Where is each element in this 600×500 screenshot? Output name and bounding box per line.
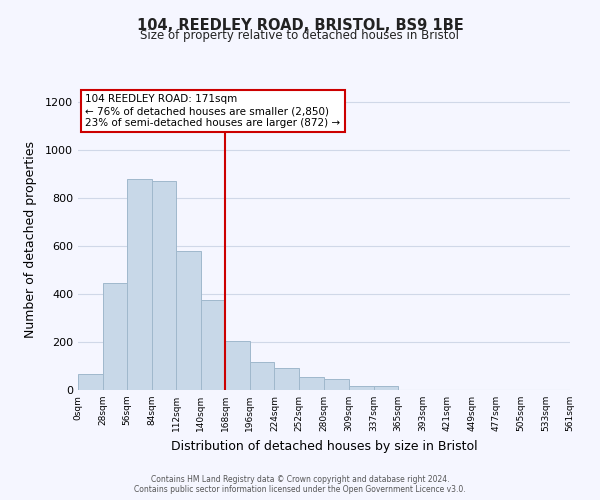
Bar [250,362,274,390]
Text: 104 REEDLEY ROAD: 171sqm
← 76% of detached houses are smaller (2,850)
23% of sem: 104 REEDLEY ROAD: 171sqm ← 76% of detach… [85,94,341,128]
Bar [152,181,176,390]
Bar [201,300,226,390]
Bar [127,179,152,390]
Bar [176,251,201,390]
Bar [323,379,349,390]
Bar [299,377,323,390]
Bar [103,283,127,390]
Text: Contains HM Land Registry data © Crown copyright and database right 2024.: Contains HM Land Registry data © Crown c… [151,475,449,484]
Bar [78,374,103,390]
X-axis label: Distribution of detached houses by size in Bristol: Distribution of detached houses by size … [170,440,478,452]
Text: Contains public sector information licensed under the Open Government Licence v3: Contains public sector information licen… [134,485,466,494]
Bar [274,368,299,390]
Bar [374,386,398,390]
Text: Size of property relative to detached houses in Bristol: Size of property relative to detached ho… [140,29,460,42]
Bar [226,341,250,390]
Text: 104, REEDLEY ROAD, BRISTOL, BS9 1BE: 104, REEDLEY ROAD, BRISTOL, BS9 1BE [137,18,463,32]
Bar [349,386,374,390]
Y-axis label: Number of detached properties: Number of detached properties [23,142,37,338]
